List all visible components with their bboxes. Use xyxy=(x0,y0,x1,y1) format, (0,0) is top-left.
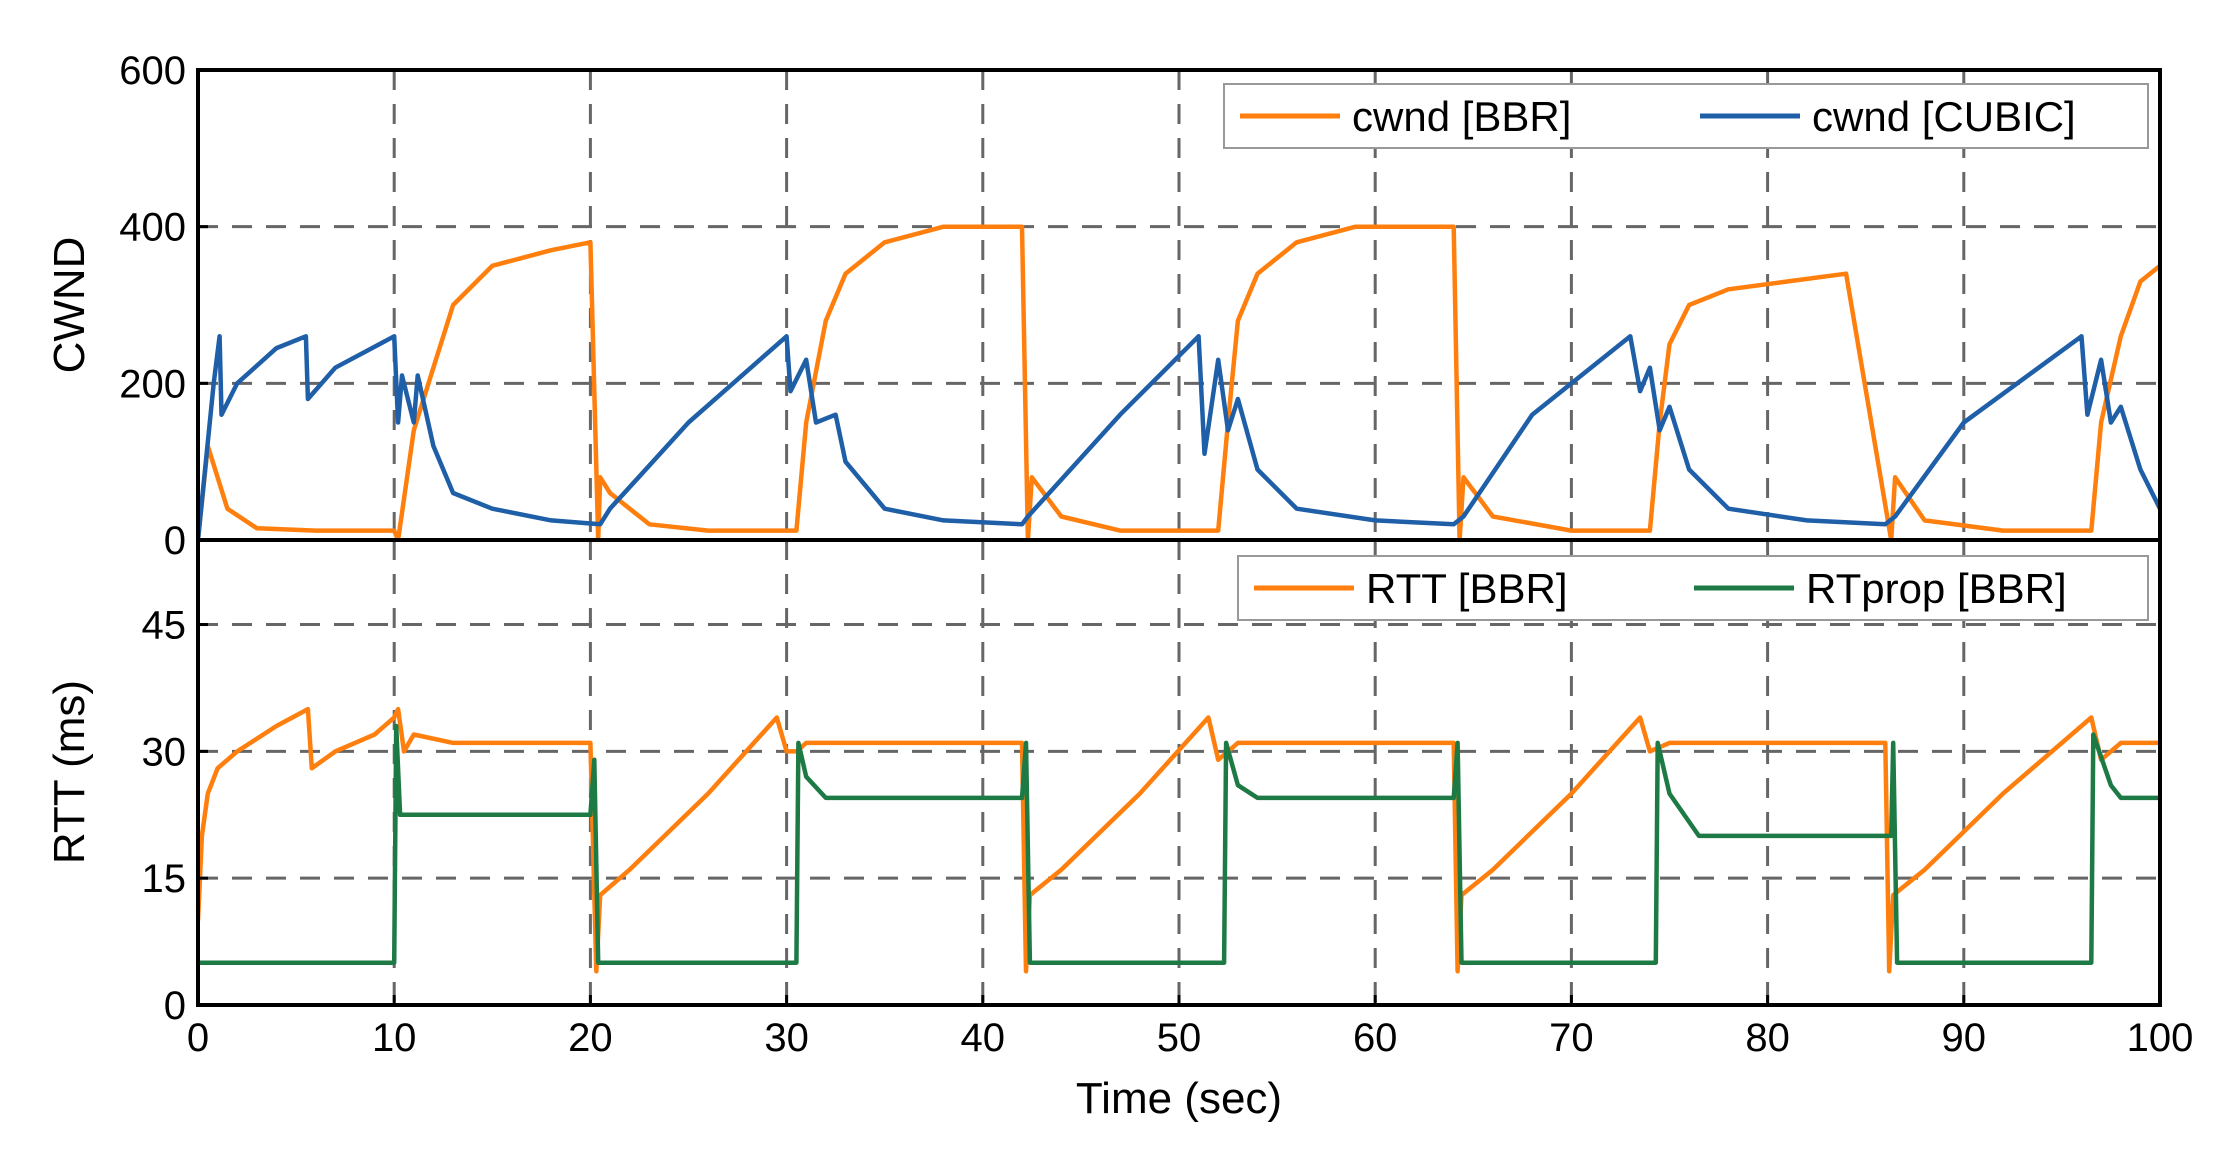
y-tick-label: 0 xyxy=(164,519,186,563)
legend-label: RTprop [BBR] xyxy=(1806,565,2067,612)
x-tick-label: 20 xyxy=(568,1016,613,1060)
x-tick-label: 70 xyxy=(1549,1016,1594,1060)
x-axis-label: Time (sec) xyxy=(1076,1074,1282,1123)
x-tick-label: 10 xyxy=(372,1016,417,1060)
y-tick-label: 600 xyxy=(119,49,186,93)
cwnd-panel: 0 200 400 600 CWND cwnd [BBR] cwnd [CUBIC] xyxy=(45,49,2162,563)
y-tick-label: 0 xyxy=(164,984,186,1028)
series-line-rtt-bbr- xyxy=(198,706,2160,974)
series-line-cwnd-cubic- xyxy=(198,334,2160,540)
legend: cwnd [BBR] cwnd [CUBIC] xyxy=(1223,83,2149,149)
y-tick-label: 30 xyxy=(142,730,187,774)
x-tick-label: 50 xyxy=(1157,1016,1202,1060)
x-tick-label: 40 xyxy=(961,1016,1006,1060)
y-tick-label: 15 xyxy=(142,857,187,901)
series-line-rtprop-bbr- xyxy=(198,723,2160,965)
legend-label: cwnd [CUBIC] xyxy=(1812,93,2076,140)
legend-label: RTT [BBR] xyxy=(1366,565,1568,612)
x-tick-label: 30 xyxy=(764,1016,809,1060)
y-axis-label: RTT (ms) xyxy=(45,680,94,864)
legend-box xyxy=(1237,555,2149,621)
y-tick-label: 200 xyxy=(119,362,186,406)
x-tick-label: 0 xyxy=(187,1016,209,1060)
series-line-cwnd-bbr- xyxy=(198,224,2160,540)
legend-box xyxy=(1223,83,2149,149)
x-tick-label: 90 xyxy=(1942,1016,1987,1060)
rtt-panel: 0 15 30 45 0 10 20 30 40 50 60 70 80 90 100 RTT (ms) Tim… xyxy=(45,538,2194,1123)
legend-label: cwnd [BBR] xyxy=(1352,93,1571,140)
legend: RTT [BBR] RTprop [BBR] xyxy=(1237,555,2149,621)
y-tick-label: 45 xyxy=(142,604,187,648)
x-tick-label: 100 xyxy=(2127,1016,2194,1060)
x-tick-label: 80 xyxy=(1745,1016,1790,1060)
x-tick-label: 60 xyxy=(1353,1016,1398,1060)
y-tick-label: 400 xyxy=(119,206,186,250)
y-axis-label: CWND xyxy=(45,237,94,374)
